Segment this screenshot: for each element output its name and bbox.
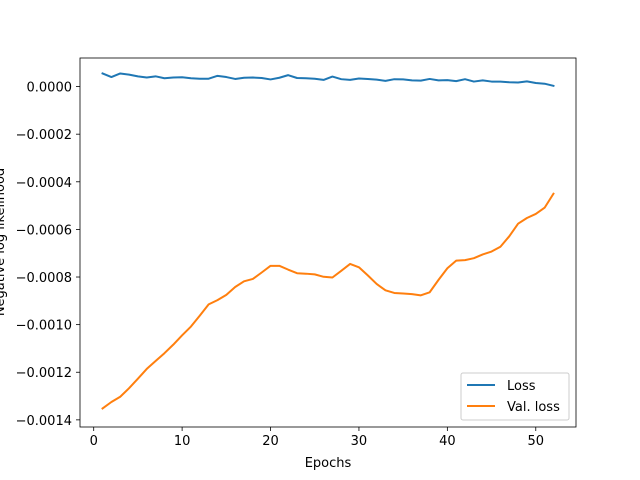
plot-area: [80, 58, 576, 427]
plot-frame: [79, 57, 577, 428]
y-axis-label: Negative log likelihood: [0, 168, 8, 316]
y-tick-label: −0.0014: [16, 414, 72, 429]
x-tick-label: 20: [262, 434, 279, 449]
x-tick-label: 10: [174, 434, 191, 449]
series-line-loss: [101, 72, 555, 88]
series-line-val-loss: [101, 192, 555, 410]
y-axis: 0.0000 −0.0002 −0.0004 −0.0006 −0.0008 −0.001…: [16, 81, 80, 429]
legend-label-val-loss: Val. loss: [507, 400, 560, 415]
y-tick-label: −0.0006: [16, 223, 72, 238]
y-tick-label: −0.0004: [16, 176, 72, 191]
x-tick-label: 40: [439, 434, 456, 449]
x-tick-label: 30: [351, 434, 368, 449]
series-layer: [101, 72, 555, 410]
y-tick-label: −0.0002: [16, 128, 72, 143]
y-tick-label: −0.0012: [16, 366, 72, 381]
x-tick-label: 0: [90, 434, 98, 449]
y-tick-label: 0.0000: [27, 81, 73, 96]
x-tick-label: 50: [527, 434, 544, 449]
x-axis-label: Epochs: [305, 456, 352, 471]
y-tick-label: −0.0008: [16, 271, 72, 286]
x-axis: 0 10 20 30 40 50: [90, 427, 544, 449]
y-tick-label: −0.0010: [16, 319, 72, 334]
legend-label-loss: Loss: [507, 379, 536, 394]
legend: Loss Val. loss: [460, 372, 570, 421]
